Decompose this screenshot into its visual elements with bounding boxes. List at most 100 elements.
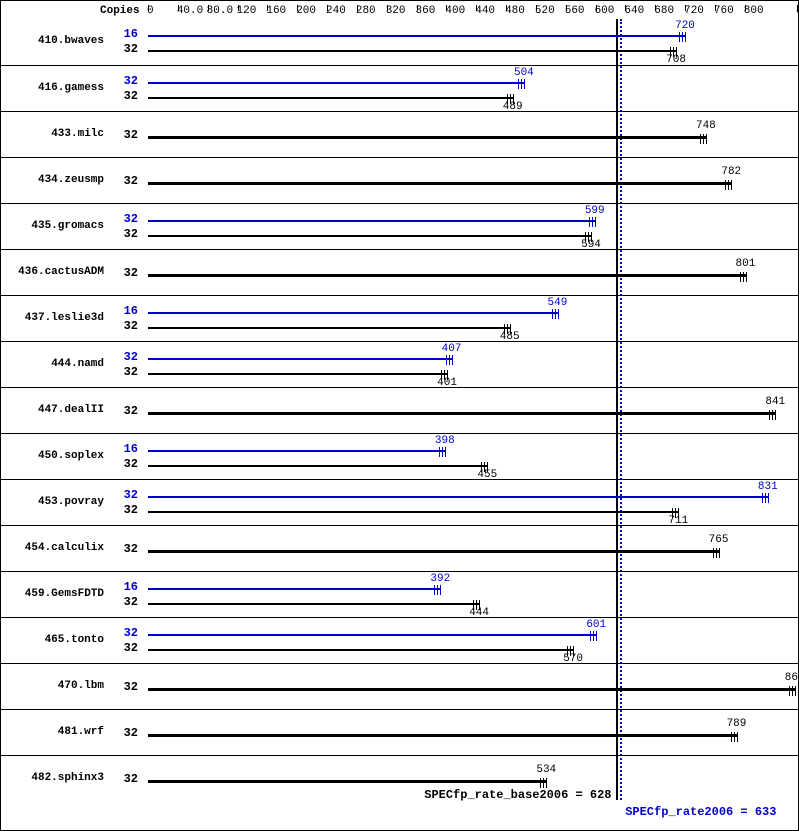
- bar-cap-base: [731, 180, 732, 190]
- benchmark-row: 465.tonto3260132570: [1, 617, 798, 664]
- bar-cap-peak: [596, 631, 597, 641]
- benchmark-name: 437.leslie3d: [25, 312, 104, 324]
- bar-base: [148, 412, 775, 415]
- axis-header-copies: Copies: [100, 5, 140, 17]
- x-axis-tick-label: 0: [147, 5, 154, 17]
- copies-label-base: 32: [124, 503, 138, 517]
- benchmark-name: 447.dealII: [38, 404, 104, 416]
- bar-cap-base: [706, 134, 707, 144]
- value-label-peak: 398: [435, 435, 455, 447]
- copies-label-peak: 32: [124, 212, 138, 226]
- bar-cap-base: [737, 732, 738, 742]
- bar-peak: [148, 220, 595, 222]
- benchmark-name: 433.milc: [51, 128, 104, 140]
- x-axis-tick-label: 600: [595, 5, 615, 17]
- copies-label-peak: 16: [124, 27, 138, 41]
- bar-peak: [148, 358, 452, 360]
- copies-label-peak: 16: [124, 304, 138, 318]
- value-label-base: 534: [536, 764, 556, 776]
- benchmark-name: 410.bwaves: [38, 35, 104, 47]
- bar-cap-base: [719, 548, 720, 558]
- benchmark-row: 447.dealII32841: [1, 387, 798, 434]
- copies-label-base: 32: [124, 42, 138, 56]
- bar-cap-base: [546, 778, 547, 788]
- copies-label-base: 32: [124, 266, 138, 280]
- bar-cap-peak: [445, 447, 446, 457]
- benchmark-name: 465.tonto: [45, 634, 104, 646]
- benchmark-name: 434.zeusmp: [38, 174, 104, 186]
- benchmark-name: 435.gromacs: [31, 220, 104, 232]
- copies-label-peak: 32: [124, 488, 138, 502]
- value-label-peak: 549: [548, 297, 568, 309]
- benchmark-name: 453.povray: [38, 496, 104, 508]
- benchmark-row: 454.calculix32765: [1, 525, 798, 572]
- copies-label-base: 32: [124, 174, 138, 188]
- benchmark-row: 433.milc 32 748: [1, 111, 798, 158]
- value-label-peak: 599: [585, 205, 605, 217]
- copies-label-base: 32: [124, 726, 138, 740]
- x-axis-tick-label: 760: [714, 5, 734, 17]
- bar-base: [148, 688, 795, 691]
- x-axis-tick-label: 160: [266, 5, 286, 17]
- value-label-base: 789: [727, 718, 747, 730]
- bar-cap-peak: [768, 493, 769, 503]
- value-label-peak: 831: [758, 481, 778, 493]
- bar-peak: [148, 82, 524, 84]
- x-axis-tick-label: 200: [296, 5, 316, 17]
- copies-label-base: 32: [124, 319, 138, 333]
- copies-label-peak: 16: [124, 442, 138, 456]
- copies-label-base: 32: [124, 772, 138, 786]
- value-label-peak: 601: [586, 619, 606, 631]
- copies-label-base: 32: [124, 365, 138, 379]
- bar-peak: [148, 450, 445, 452]
- x-axis-tick-label: 480: [505, 5, 525, 17]
- benchmark-row: 450.soplex1639832455: [1, 433, 798, 480]
- copies-label-peak: 32: [124, 350, 138, 364]
- bar-base: [148, 274, 746, 277]
- copies-label-peak: 16: [124, 580, 138, 594]
- x-axis-tick-label: 120: [237, 5, 257, 17]
- bar-base: [148, 373, 447, 375]
- benchmark-name: 450.soplex: [38, 450, 104, 462]
- x-axis-tick-label: 320: [386, 5, 406, 17]
- x-axis-tick-label: 720: [684, 5, 704, 17]
- benchmark-name: 416.gamess: [38, 82, 104, 94]
- value-label-base: 841: [765, 396, 785, 408]
- specfp-rate-chart: Copies 040.080.0120160200240280320360400…: [0, 0, 799, 831]
- copies-label-base: 32: [124, 128, 138, 142]
- bar-base: [148, 465, 487, 467]
- bar-cap-peak: [595, 217, 596, 227]
- copies-label-base: 32: [124, 89, 138, 103]
- x-axis-tick-label: 640: [624, 5, 644, 17]
- copies-label-base: 32: [124, 227, 138, 241]
- value-label-peak: 504: [514, 67, 534, 79]
- value-label-base: 782: [721, 166, 741, 178]
- value-label-base: 748: [696, 120, 716, 132]
- bar-base: [148, 136, 706, 139]
- bar-cap-peak: [524, 79, 525, 89]
- copies-label-base: 32: [124, 680, 138, 694]
- benchmark-row: 416.gamess3250432489: [1, 65, 798, 112]
- x-axis-tick-label: 360: [416, 5, 436, 17]
- benchmark-row: 481.wrf32789: [1, 709, 798, 756]
- value-label-peak: 720: [675, 20, 695, 32]
- benchmark-name: 444.namd: [51, 358, 104, 370]
- benchmark-name: 454.calculix: [25, 542, 104, 554]
- benchmark-row: 459.GemsFDTD1639232444: [1, 571, 798, 618]
- bar-base: [148, 603, 479, 605]
- benchmark-row: 435.gromacs3259932594: [1, 203, 798, 250]
- reference-label-peak: SPECfp_rate2006 = 633: [625, 805, 776, 819]
- x-axis-tick-label: 800: [744, 5, 764, 17]
- benchmark-name: 459.GemsFDTD: [25, 588, 104, 600]
- bar-base: [148, 511, 678, 513]
- x-axis-tick-label: 400: [445, 5, 465, 17]
- bar-base: [148, 182, 731, 185]
- bar-peak: [148, 312, 558, 314]
- bar-base: [148, 50, 676, 52]
- bar-base: [148, 97, 513, 99]
- benchmark-row: 410.bwaves1672032708: [1, 19, 798, 65]
- benchmark-name: 482.sphinx3: [31, 772, 104, 784]
- bar-cap-peak: [685, 32, 686, 42]
- benchmark-row: 444.namd3240732401: [1, 341, 798, 388]
- benchmark-row: 482.sphinx3 32 534: [1, 755, 798, 802]
